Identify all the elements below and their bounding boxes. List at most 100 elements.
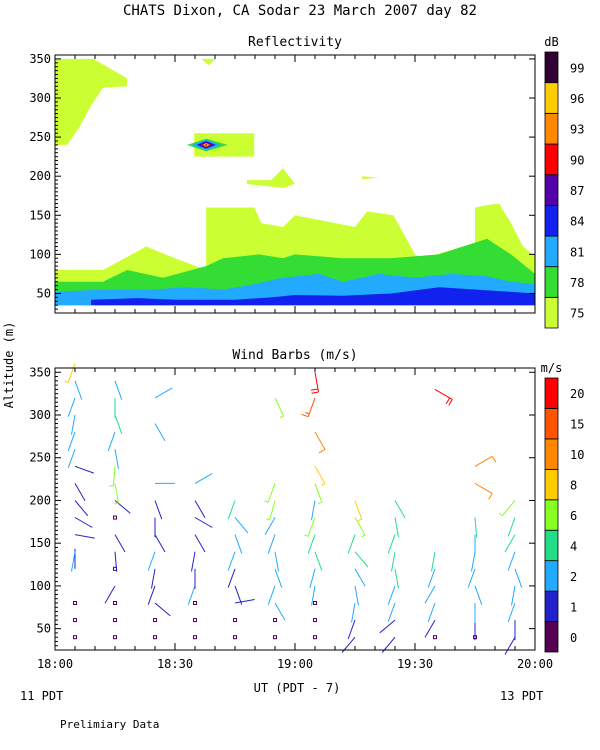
wind-barb-staff	[194, 472, 213, 484]
wind-barb	[107, 431, 116, 452]
wind-barbs-colorbar-swatch	[544, 438, 559, 470]
wind-barb-staff	[307, 534, 316, 554]
reflectivity-region-75	[201, 58, 216, 66]
wind-barb	[154, 423, 166, 442]
wind-barb	[234, 534, 243, 554]
wind-barb-flag	[301, 413, 309, 418]
wind-barb-staff	[74, 517, 93, 528]
wind-barb-staff	[67, 431, 76, 452]
reflectivity-ytick-label: 300	[29, 91, 51, 105]
wind-barb	[114, 483, 119, 505]
reflectivity-colorbar-label: 87	[570, 184, 584, 198]
wind-barb	[354, 585, 359, 606]
reflectivity-ytick-label: 200	[29, 169, 51, 183]
wind-barb	[504, 636, 516, 655]
reflectivity-colorbar-label: 93	[570, 123, 584, 137]
wind-barb	[351, 602, 356, 623]
wind-barb	[234, 517, 249, 534]
wind-barb	[194, 534, 206, 553]
calm-marker	[273, 618, 278, 623]
wind-barb	[354, 551, 369, 568]
wind-barbs-colorbar-label: 15	[570, 418, 584, 432]
calm-marker	[233, 618, 237, 623]
wind-barb-staff	[187, 585, 196, 605]
reflectivity-colorbar-unit: dB	[544, 35, 558, 49]
wind-barbs-colorbar-label: 10	[570, 448, 584, 462]
wind-barb	[314, 551, 323, 571]
wind-barbs-colorbar-label: 8	[570, 479, 577, 493]
wind-barb-staff	[387, 602, 396, 622]
wind-barb-staff	[424, 585, 436, 604]
reflectivity-colorbar-swatch	[544, 204, 559, 237]
wind-barb	[507, 517, 516, 537]
wind-barb	[234, 585, 243, 605]
reflectivity-colorbar-swatch	[544, 266, 559, 298]
wind-barb	[511, 585, 516, 606]
wind-barb-half-flag	[114, 502, 119, 505]
wind-barb	[274, 551, 279, 572]
wind-barb	[311, 500, 316, 521]
wind-barb-staff	[67, 363, 76, 383]
wind-barb-staff	[114, 534, 126, 553]
wind-barb-staff	[114, 500, 131, 514]
wind-barb	[354, 568, 366, 587]
wind-barb-staff	[424, 619, 436, 638]
wind-barb	[114, 449, 119, 469]
left-pdt-label: 11 PDT	[20, 689, 63, 703]
wind-barb	[74, 380, 83, 400]
reflectivity-colorbar-label: 96	[570, 92, 584, 106]
wind-barb	[74, 517, 93, 528]
wind-barb-staff	[274, 568, 283, 588]
wind-barb	[314, 483, 323, 504]
wind-barb-staff	[474, 455, 493, 467]
wind-barbs-colorbar-label: 6	[570, 509, 577, 523]
wind-barb-staff	[354, 585, 359, 606]
wind-barb	[347, 534, 356, 554]
wind-barb	[74, 465, 94, 474]
wind-barb-staff	[354, 568, 366, 587]
wind-barb-staff	[227, 500, 236, 520]
wind-barb-staff	[154, 602, 171, 617]
wind-barb	[391, 551, 396, 572]
wind-barbs-colorbar-label: 1	[570, 600, 577, 614]
wind-barbs-colorbar-unit: m/s	[541, 361, 563, 375]
wind-barb	[394, 500, 406, 519]
wind-barbs-colorbar-swatch	[544, 408, 559, 440]
calm-marker	[113, 635, 117, 640]
wind-barb-staff	[234, 585, 243, 605]
wind-barb-staff	[267, 534, 276, 554]
reflectivity-colorbar-swatch	[544, 296, 559, 329]
wind-barb	[307, 534, 316, 554]
wind-barb-staff	[314, 551, 323, 571]
wind-barb	[147, 551, 156, 571]
wind-barb-staff	[427, 602, 436, 622]
reflectivity-regions	[55, 58, 535, 306]
wind-barbs-colorbar-label: 20	[570, 387, 584, 401]
wind-barb-staff	[351, 602, 356, 623]
wind-barb	[394, 568, 399, 589]
wind-barb-staff	[154, 500, 163, 520]
reflectivity-colorbar-swatch	[544, 235, 559, 268]
wind-barb-staff	[309, 568, 316, 589]
wind-barbs-colorbar-swatch	[544, 499, 559, 531]
wind-barb-staff	[74, 380, 83, 400]
wind-barb-staff	[114, 483, 119, 504]
wind-barb-staff	[67, 449, 76, 469]
wind-barb	[74, 483, 86, 501]
calm-marker	[72, 601, 77, 605]
calm-marker	[113, 618, 117, 623]
reflectivity-colorbar-label: 90	[570, 153, 584, 167]
wind-barbs-marks	[64, 363, 523, 655]
wind-barb-staff	[234, 517, 249, 534]
wind-barb	[424, 585, 436, 604]
wind-barb-staff	[354, 500, 363, 520]
wind-barb	[67, 431, 76, 452]
wind-barbs-frame	[54, 367, 536, 651]
wind-barb	[71, 414, 76, 435]
wind-barbs-title: Wind Barbs (m/s)	[232, 348, 357, 363]
wind-barb-staff	[347, 619, 356, 640]
reflectivity-region-84	[91, 287, 535, 306]
wind-barb-flag	[488, 493, 493, 500]
wind-barb-staff	[107, 431, 116, 452]
